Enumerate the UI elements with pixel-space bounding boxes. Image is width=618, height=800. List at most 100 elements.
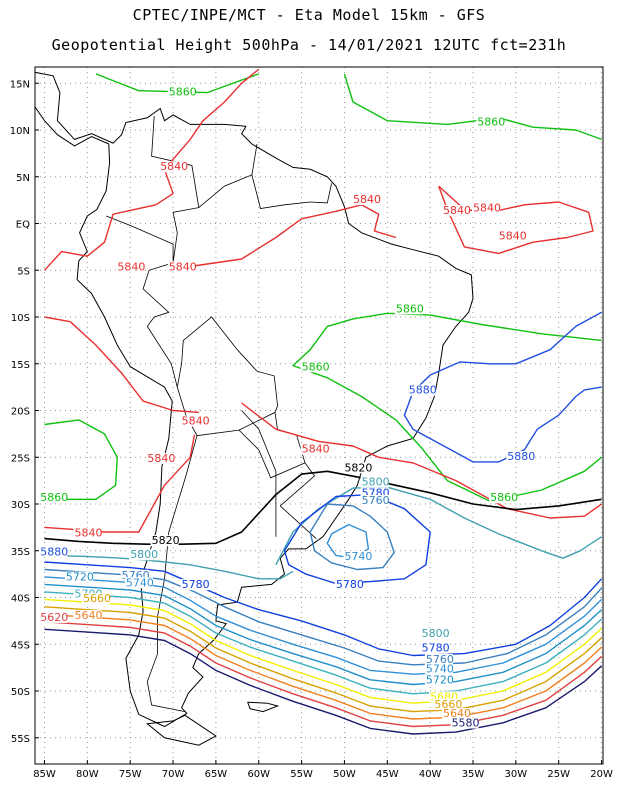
lon-tick-label: 55W — [290, 769, 313, 780]
plot-frame — [34, 66, 604, 765]
tierra-del-fuego — [146, 714, 217, 746]
contour-label: 5840 — [117, 260, 145, 273]
contour-label: 5840 — [169, 260, 197, 273]
contour-label: 5800 — [130, 548, 158, 561]
contour-line-5680 — [44, 598, 603, 704]
contour-label-bg — [394, 303, 423, 315]
contour-label-bg — [343, 551, 372, 563]
contour-label-bg — [116, 261, 145, 273]
contour-label-bg — [334, 579, 363, 591]
contour-line-5840 — [44, 434, 196, 533]
contour-label-bg — [420, 627, 449, 639]
contour-label: 5840 — [499, 229, 527, 242]
country-border — [279, 462, 316, 507]
contour-label: 5860 — [169, 85, 197, 98]
contour-label-bg — [180, 579, 209, 591]
contour-label: 5880 — [409, 384, 437, 397]
contour-label-bg — [476, 116, 505, 128]
contour-label: 5760 — [426, 653, 454, 666]
coastline — [35, 71, 474, 728]
lat-tick-label: 10S — [11, 313, 30, 324]
axis-ticks: 15N 10N 5N EQ 5S 10S 15S 20S 25S 30S 35S 40S 45S 50S 5… — [10, 79, 613, 780]
contour-label-bg — [450, 717, 479, 729]
contour-line-5620 — [44, 621, 603, 728]
contour-label: 5820 — [152, 534, 180, 547]
lat-tick-label: 25S — [11, 453, 30, 464]
contour-label: 5780 — [422, 642, 450, 655]
contour-label-bg — [129, 549, 158, 561]
contour-label-bg — [442, 708, 471, 720]
contour-line-5580 — [44, 628, 603, 735]
contour-label: 5660 — [83, 592, 111, 605]
contour-label-bg — [39, 611, 68, 623]
contour-label: 5860 — [490, 491, 518, 504]
country-border — [146, 435, 198, 712]
contour-label-bg — [424, 674, 453, 686]
lat-tick-label: 45S — [11, 640, 30, 651]
contour-line-5860 — [343, 73, 602, 141]
contour-label-bg — [424, 663, 453, 675]
contour-line-5780 — [44, 561, 603, 657]
contour-label: 5780 — [336, 578, 364, 591]
contour-label: 5720 — [426, 674, 454, 687]
lon-tick-label: 20W — [590, 769, 613, 780]
contour-label: 5740 — [126, 576, 154, 589]
contour-label-bg — [167, 86, 196, 98]
contour-label: 5860 — [477, 115, 505, 128]
contour-line-5720 — [44, 583, 603, 686]
lon-tick-label: 35W — [462, 769, 485, 780]
contour-label: 5840 — [74, 527, 102, 540]
country-border — [251, 174, 332, 209]
contour-label: 5880 — [507, 450, 535, 463]
contour-label-bg — [39, 546, 68, 558]
contour-line-5840 — [241, 402, 603, 519]
lat-tick-label: 50S — [11, 687, 30, 698]
contour-label-bg — [407, 384, 436, 396]
contour-label: 5820 — [344, 461, 372, 474]
lon-tick-label: 40W — [419, 769, 442, 780]
coastlines-and-borders — [35, 71, 474, 746]
contour-label-bg — [73, 610, 102, 622]
contour-label-bg — [433, 698, 462, 710]
contour-label-bg — [506, 451, 535, 463]
contour-label: 5720 — [66, 571, 94, 584]
lat-tick-label: 10N — [10, 126, 30, 137]
lon-tick-label: 50W — [333, 769, 356, 780]
contour-label: 5840 — [147, 452, 175, 465]
contour-label-bg — [360, 487, 389, 499]
contour-label: 5840 — [473, 201, 501, 214]
lat-tick-label: 15S — [11, 360, 30, 371]
contour-label: 5800 — [362, 475, 390, 488]
contour-line-5700 — [44, 591, 603, 695]
lat-tick-label: 30S — [11, 500, 30, 511]
contour-label-bg — [472, 202, 500, 214]
contour-label: 5840 — [443, 204, 471, 217]
contour-label-bg — [343, 462, 372, 474]
contour-label-bg — [39, 492, 68, 504]
country-border — [106, 215, 178, 388]
lat-tick-label: 5S — [17, 266, 30, 277]
contour-label: 5860 — [302, 360, 330, 373]
contour-label-bg — [73, 527, 102, 539]
contour-line-5660 — [44, 606, 603, 713]
lon-tick-label: 25W — [547, 769, 570, 780]
contour-line-5880 — [403, 311, 602, 463]
contour-line-5840 — [43, 68, 260, 271]
contour-lines — [43, 68, 603, 735]
contour-label-bg — [429, 691, 458, 703]
map-title-line-2: Geopotential Height 500hPa - 14/01/2021 … — [51, 36, 567, 54]
contour-label: 5740 — [344, 550, 372, 563]
lat-tick-label: 15N — [10, 79, 30, 90]
lon-tick-label: 30W — [505, 769, 528, 780]
contour-line-5780 — [283, 493, 431, 585]
contour-line-5640 — [44, 613, 603, 720]
contour-label: 5660 — [434, 698, 462, 711]
country-border — [241, 410, 277, 537]
contour-label: 5640 — [74, 609, 102, 622]
lat-tick-label: 20S — [11, 407, 30, 418]
contour-label: 5880 — [40, 545, 68, 558]
contour-line-5740 — [44, 576, 603, 675]
contour-label-bg — [420, 642, 449, 654]
contour-label: 5640 — [443, 707, 471, 720]
